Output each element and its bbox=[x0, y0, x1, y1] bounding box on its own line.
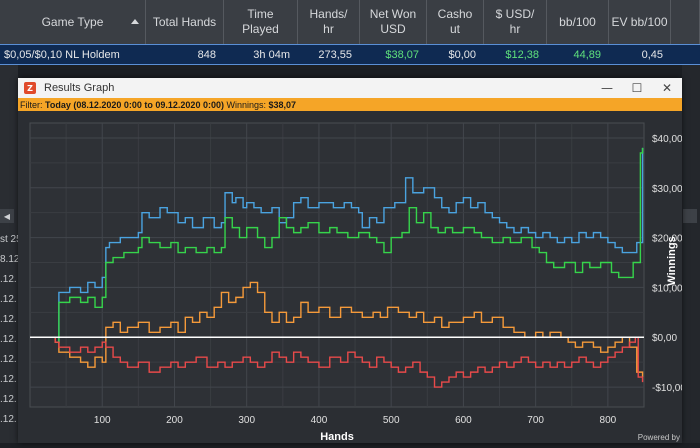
background-row-text: .12. bbox=[0, 354, 17, 365]
close-button[interactable]: ✕ bbox=[661, 81, 673, 95]
background-row-text: .12. bbox=[0, 374, 17, 385]
y-tick-label: -$10,00 bbox=[652, 383, 682, 394]
x-tick-label: 700 bbox=[527, 415, 544, 426]
column-header-6[interactable]: Casho ut bbox=[427, 0, 484, 44]
table-cell-9: 0,45 bbox=[641, 48, 663, 61]
x-tick-label: 200 bbox=[166, 415, 183, 426]
column-header-9[interactable]: EV bb/100 bbox=[609, 0, 671, 44]
window-titlebar[interactable]: Z Results Graph — ☐ ✕ bbox=[18, 78, 682, 98]
x-tick-label: 300 bbox=[238, 415, 255, 426]
results-chart: 100 200 300 400 500 600 700 800 -$10,00 $0,00 $10,… bbox=[18, 111, 686, 443]
winnings-label: Winnings: bbox=[226, 99, 266, 110]
series-line-4 bbox=[30, 336, 644, 388]
background-row-text: .12. bbox=[0, 314, 17, 325]
y-tick-label: $30,00 bbox=[652, 184, 682, 195]
filter-value: Today (08.12.2020 0:00 to 09.12.2020 0:0… bbox=[45, 99, 224, 110]
column-header-4[interactable]: Hands/ hr bbox=[298, 0, 360, 44]
table-cell-7: $12,38 bbox=[505, 48, 539, 61]
right-panel-strip bbox=[682, 65, 700, 443]
x-tick-label: 500 bbox=[383, 415, 400, 426]
filter-bar: Filter: Today (08.12.2020 0:00 to 09.12.… bbox=[18, 98, 682, 111]
results-chart-svg: 100 200 300 400 500 600 700 800 -$10,00 $0,00 $10,… bbox=[29, 122, 686, 443]
x-tick-label: 600 bbox=[455, 415, 472, 426]
column-header-5[interactable]: Net Won USD bbox=[360, 0, 427, 44]
scroll-right-icon[interactable] bbox=[683, 209, 697, 223]
table-cell-8: 44,89 bbox=[573, 48, 601, 61]
scroll-left-icon[interactable]: ◀ bbox=[0, 209, 14, 223]
column-header-3[interactable]: Time Played bbox=[224, 0, 298, 44]
background-row-text: .12. bbox=[0, 294, 17, 305]
background-row-text: .12. bbox=[0, 274, 17, 285]
left-panel-strip bbox=[0, 65, 18, 443]
window-title: Results Graph bbox=[44, 82, 115, 94]
results-graph-window: Z Results Graph — ☐ ✕ Filter: Today (08.… bbox=[18, 78, 686, 443]
table-header-row: Game Type Total Hands Time Played Hands/ hr… bbox=[0, 0, 700, 44]
plot-area bbox=[29, 122, 645, 408]
y-tick-label: $40,00 bbox=[652, 134, 682, 145]
series-line-2 bbox=[30, 147, 644, 343]
y-tick-label: $10,00 bbox=[652, 283, 682, 294]
x-tick-label: 100 bbox=[94, 415, 111, 426]
table-row-selected[interactable]: $0,05/$0,10 NL Holdem 848 3h 04m 273,55 $38,… bbox=[0, 44, 700, 65]
column-header-2[interactable]: Total Hands bbox=[146, 0, 224, 44]
background-row-text: st 25 bbox=[0, 234, 22, 245]
table-cell-10 bbox=[671, 45, 700, 64]
maximize-button[interactable]: ☐ bbox=[631, 81, 643, 95]
background-row-text: .12. bbox=[0, 414, 17, 425]
minimize-button[interactable]: — bbox=[601, 81, 613, 95]
background-row-text: 8.12. bbox=[0, 254, 23, 265]
table-cell-4: 273,55 bbox=[318, 48, 352, 61]
column-header-8[interactable]: bb/100 bbox=[547, 0, 609, 44]
background-row-text: .12. bbox=[0, 394, 17, 405]
x-tick-label: 400 bbox=[311, 415, 328, 426]
series-line-3 bbox=[30, 281, 644, 378]
winnings-value: $38,07 bbox=[268, 99, 297, 110]
column-header-1[interactable]: Game Type bbox=[0, 0, 146, 44]
series-line-1 bbox=[30, 147, 644, 343]
table-cell-3: 3h 04m bbox=[253, 48, 290, 61]
x-tick-label: 800 bbox=[600, 415, 617, 426]
background-row-text: .12. bbox=[0, 334, 17, 345]
y-tick-label: $0,00 bbox=[652, 333, 677, 344]
table-cell-6: $0,00 bbox=[448, 48, 476, 61]
column-header-10[interactable] bbox=[671, 0, 700, 44]
powered-by-watermark: Powered by bbox=[637, 433, 680, 442]
app-logo-icon: Z bbox=[24, 82, 36, 94]
column-header-7[interactable]: $ USD/ hr bbox=[484, 0, 547, 44]
sort-ascending-icon[interactable] bbox=[131, 19, 139, 24]
table-cell-1: $0,05/$0,10 NL Holdem bbox=[4, 48, 120, 61]
table-cell-2: 848 bbox=[197, 48, 216, 61]
y-axis-title: Winnings bbox=[666, 236, 678, 285]
table-cell-5: $38,07 bbox=[385, 48, 419, 61]
y-tick-label: $20,00 bbox=[652, 234, 682, 245]
filter-label: Filter: bbox=[20, 99, 43, 110]
x-axis-title: Hands bbox=[320, 431, 354, 443]
